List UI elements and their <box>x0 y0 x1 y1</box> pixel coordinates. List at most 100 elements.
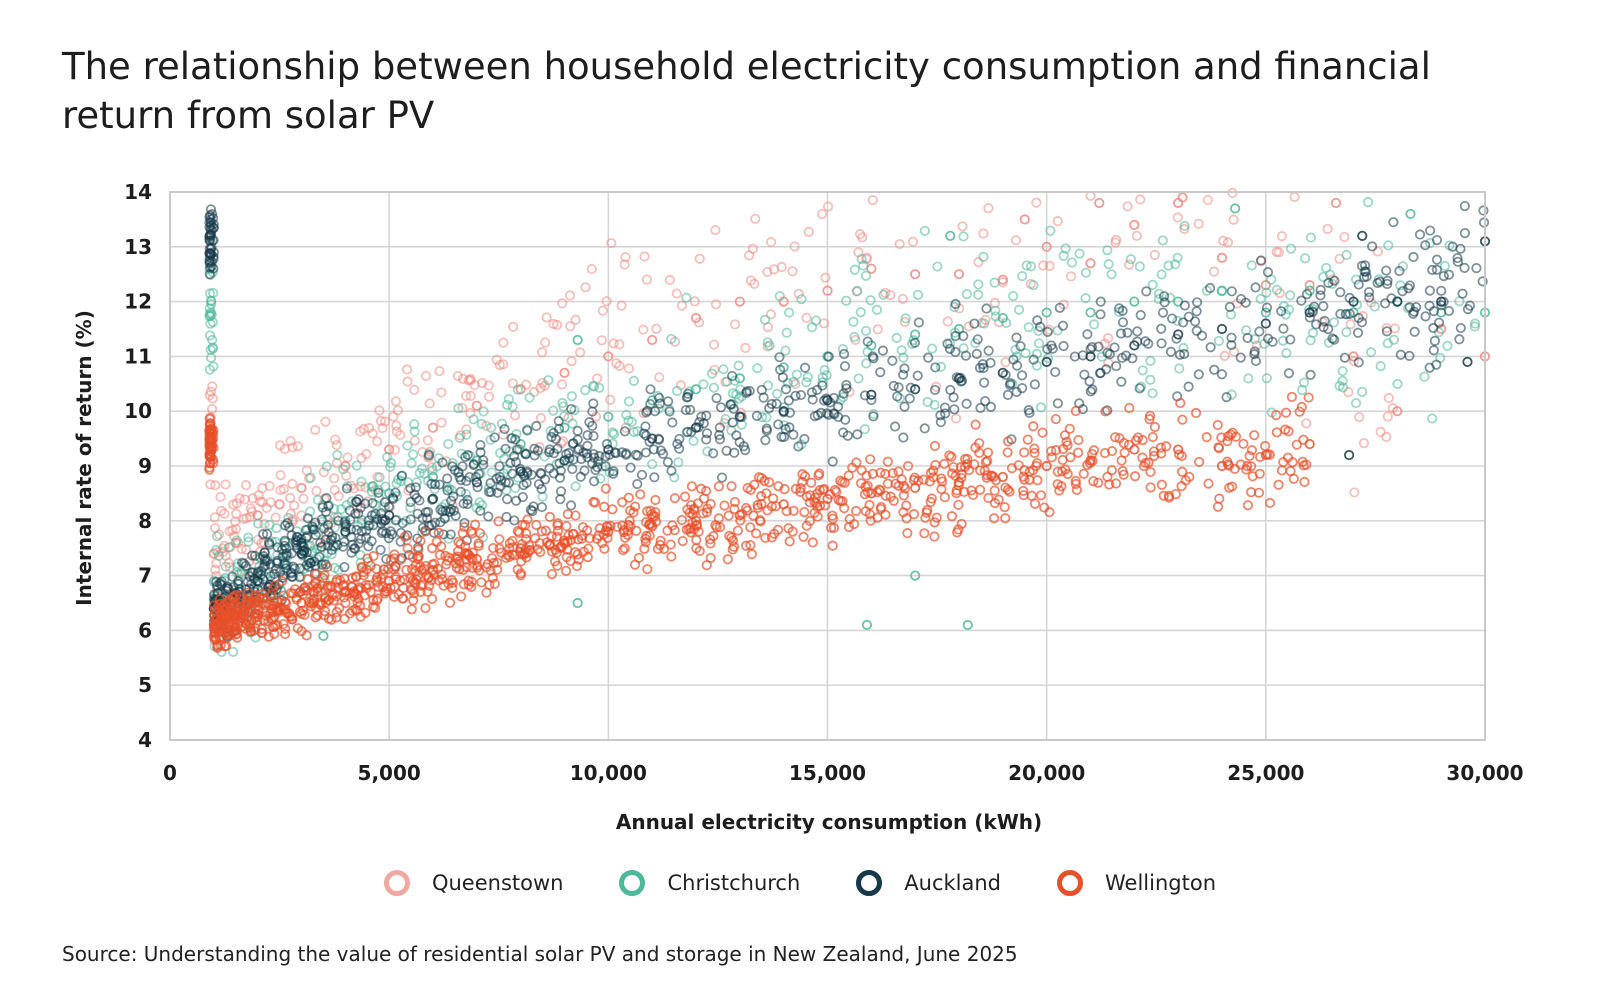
data-point <box>827 456 838 467</box>
data-point <box>748 510 759 521</box>
data-point <box>1174 363 1185 374</box>
data-point <box>645 384 656 395</box>
data-point <box>363 541 374 552</box>
data-point <box>390 487 401 498</box>
data-point <box>1029 498 1041 509</box>
data-point <box>922 396 933 408</box>
data-point <box>524 392 535 403</box>
data-point <box>427 422 439 433</box>
data-point <box>1224 482 1235 493</box>
data-point <box>1156 269 1167 280</box>
data-point <box>619 426 630 437</box>
data-point <box>548 448 559 459</box>
data-point <box>865 454 876 465</box>
data-point <box>599 501 610 512</box>
data-point <box>1350 397 1362 409</box>
data-point <box>389 553 400 564</box>
legend-item-auckland[interactable]: Auckland <box>856 870 1001 896</box>
data-point <box>1246 445 1257 456</box>
legend-item-wellington[interactable]: Wellington <box>1057 870 1216 896</box>
data-point <box>253 597 264 608</box>
data-point <box>566 356 577 367</box>
data-point <box>1216 285 1228 296</box>
data-point <box>331 439 342 451</box>
data-point <box>852 429 863 440</box>
legend-item-queenstown[interactable]: Queenstown <box>383 870 563 896</box>
data-point <box>311 485 322 496</box>
data-point <box>734 296 745 307</box>
data-point <box>544 447 555 458</box>
y-tick-label: 5 <box>138 673 152 697</box>
data-point <box>414 467 425 479</box>
data-point <box>407 449 419 460</box>
data-point <box>390 574 401 585</box>
data-point <box>1025 261 1037 272</box>
data-point <box>1103 259 1114 270</box>
data-point <box>981 303 992 314</box>
data-point <box>926 493 937 504</box>
data-point <box>1140 336 1151 347</box>
data-point <box>1045 225 1056 236</box>
data-point <box>473 540 484 551</box>
data-point <box>654 398 666 409</box>
data-point <box>228 646 239 657</box>
data-point <box>799 471 811 482</box>
data-point <box>866 389 877 400</box>
data-point <box>940 408 951 419</box>
data-point <box>973 257 984 268</box>
data-point <box>468 414 479 425</box>
data-point <box>694 545 705 557</box>
data-point <box>729 496 741 508</box>
data-point <box>953 269 965 280</box>
data-point <box>1110 432 1121 443</box>
data-point <box>793 288 804 299</box>
data-point <box>580 282 591 293</box>
data-point <box>1145 482 1156 493</box>
data-point <box>601 438 613 450</box>
data-point <box>1286 391 1298 403</box>
data-point <box>1085 455 1096 466</box>
data-point <box>868 411 879 422</box>
data-point <box>939 458 950 469</box>
data-point <box>1173 444 1184 455</box>
data-point <box>1077 404 1088 415</box>
data-point <box>1119 447 1130 458</box>
data-point <box>1028 354 1039 365</box>
data-point <box>205 229 217 240</box>
data-point <box>326 614 337 625</box>
data-point <box>1405 208 1416 220</box>
data-point <box>837 343 848 355</box>
data-point <box>919 225 930 236</box>
data-point <box>317 502 328 513</box>
data-point <box>1228 214 1239 225</box>
data-point <box>1019 447 1030 458</box>
data-point <box>1065 271 1077 282</box>
data-point <box>566 391 577 402</box>
data-point <box>339 517 350 528</box>
data-point <box>1052 325 1063 336</box>
data-point <box>861 358 872 369</box>
data-point <box>253 490 264 501</box>
data-point <box>988 513 1000 524</box>
data-point <box>878 289 889 300</box>
data-point <box>1339 231 1350 243</box>
data-point <box>1192 297 1203 308</box>
data-point <box>969 459 980 470</box>
data-point <box>1002 447 1013 458</box>
data-point <box>489 432 500 443</box>
data-point <box>269 580 281 591</box>
legend-item-christchurch[interactable]: Christchurch <box>619 870 800 896</box>
data-point <box>827 513 838 524</box>
data-point <box>459 517 470 529</box>
data-point <box>603 444 614 455</box>
data-point <box>726 532 737 543</box>
data-point <box>209 512 220 523</box>
data-point <box>476 418 487 429</box>
data-point <box>546 568 558 580</box>
data-point <box>1311 319 1322 330</box>
data-point <box>975 465 986 476</box>
data-point <box>756 472 767 484</box>
data-point <box>620 252 631 263</box>
data-point <box>944 343 956 354</box>
data-point <box>340 597 351 609</box>
